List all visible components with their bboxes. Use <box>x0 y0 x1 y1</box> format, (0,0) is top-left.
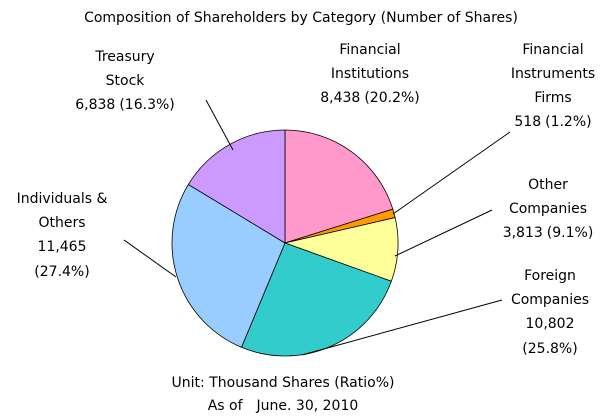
slice-label: Individuals & <box>17 191 108 207</box>
value-text: 518 <box>514 114 541 130</box>
value-label: 518 (1.2%) <box>514 114 591 130</box>
slice-label: Financial <box>339 42 400 58</box>
slice-label: Instruments <box>511 66 595 82</box>
slice-label: Firms <box>534 90 571 106</box>
slice-label: Stock <box>106 73 146 89</box>
value-label: 3,813 (9.1%) <box>503 225 594 241</box>
value-text: 3,813 <box>503 225 543 241</box>
slice-label: Other <box>528 177 568 193</box>
percent-label: (27.4%) <box>34 264 89 280</box>
value-label: 11,465 <box>38 239 87 255</box>
percent-text: (16.3%) <box>119 97 174 113</box>
value-label: 10,802 <box>526 316 575 332</box>
slice-label: Companies <box>511 292 589 308</box>
unit-note: Unit: Thousand Shares (Ratio%) <box>172 375 395 391</box>
value-label: 6,838 (16.3%) <box>75 97 175 113</box>
value-text: 8,438 <box>320 90 360 106</box>
percent-text: (20.2%) <box>364 90 419 106</box>
chart-title: Composition of Shareholders by Category … <box>84 10 518 26</box>
slice-label: Treasury <box>94 49 154 65</box>
value-text: 6,838 <box>75 97 115 113</box>
pie-slice <box>171 183 286 348</box>
slice-label: Institutions <box>331 66 409 82</box>
value-label: 8,438 (20.2%) <box>320 90 420 106</box>
slice-label: Companies <box>509 201 587 217</box>
date-note: As of June. 30, 2010 <box>208 398 359 414</box>
percent-text: (1.2%) <box>545 114 592 130</box>
leader-line <box>123 239 177 278</box>
leader-line <box>205 99 234 151</box>
percent-text: (9.1%) <box>547 225 594 241</box>
slice-label: Financial <box>522 42 583 58</box>
percent-label: (25.8%) <box>522 341 577 357</box>
pie-slice <box>284 129 394 244</box>
pie-slice <box>240 242 392 357</box>
slice-label: Others <box>38 215 85 231</box>
leader-line <box>301 299 503 356</box>
leader-line <box>394 209 493 257</box>
slice-label: Foreign <box>524 268 576 284</box>
leader-line <box>392 131 511 215</box>
